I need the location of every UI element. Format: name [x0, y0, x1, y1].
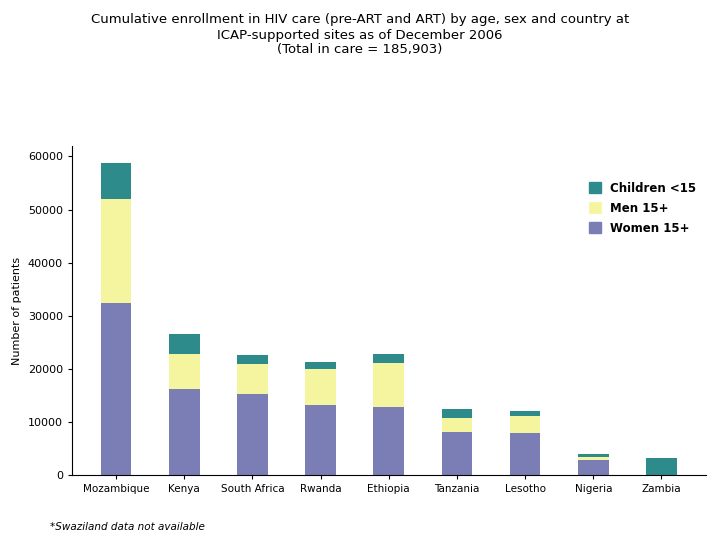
- Bar: [101, 302, 132, 475]
- Bar: [646, 458, 677, 475]
- Bar: [374, 354, 404, 363]
- Bar: [374, 407, 404, 475]
- Legend: Children <15, Men 15+, Women 15+: Children <15, Men 15+, Women 15+: [585, 178, 700, 238]
- Bar: [305, 362, 336, 369]
- Bar: [101, 199, 132, 302]
- Bar: [510, 416, 541, 433]
- Bar: [305, 405, 336, 475]
- Bar: [305, 369, 336, 405]
- Bar: [237, 363, 268, 394]
- Bar: [578, 455, 608, 457]
- Bar: [578, 457, 608, 460]
- Bar: [510, 411, 541, 416]
- Bar: [441, 409, 472, 418]
- Bar: [101, 163, 132, 199]
- Bar: [169, 389, 199, 475]
- Bar: [578, 460, 608, 475]
- Bar: [374, 363, 404, 407]
- Bar: [237, 394, 268, 475]
- Y-axis label: Number of patients: Number of patients: [12, 256, 22, 365]
- Bar: [441, 418, 472, 431]
- Bar: [169, 334, 199, 354]
- Bar: [510, 433, 541, 475]
- Bar: [237, 355, 268, 363]
- Text: Cumulative enrollment in HIV care (pre-ART and ART) by age, sex and country at
I: Cumulative enrollment in HIV care (pre-A…: [91, 14, 629, 57]
- Bar: [169, 354, 199, 389]
- Text: *Swaziland data not available: *Swaziland data not available: [50, 522, 205, 532]
- Bar: [441, 431, 472, 475]
